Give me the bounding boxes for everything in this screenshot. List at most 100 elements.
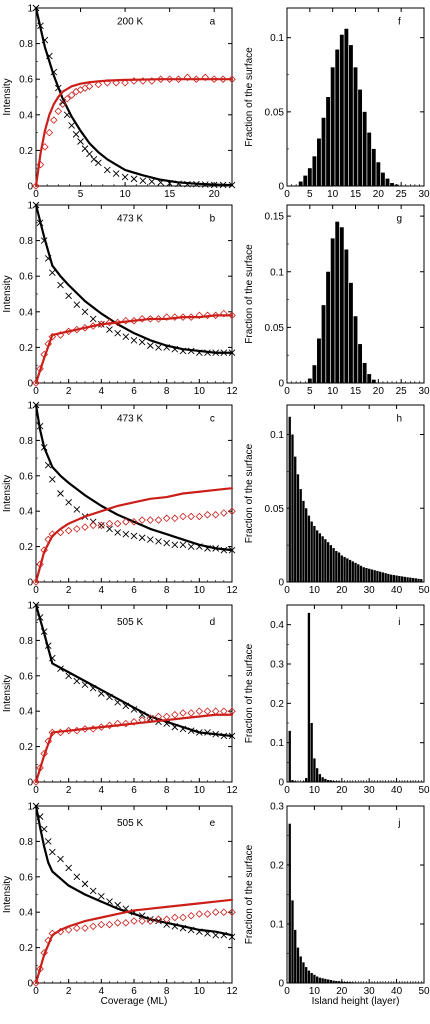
histogram-bar (348, 982, 352, 983)
histogram-bar (339, 227, 344, 383)
x-tick-label: 30 (364, 986, 376, 997)
histogram-bar (288, 416, 291, 582)
histogram-bar (326, 542, 330, 582)
data-point-diamond (32, 979, 40, 987)
x-tick-label: 0 (284, 189, 290, 200)
data-point-x (106, 326, 113, 333)
data-point-x (130, 175, 138, 183)
x-tick-label: 50 (418, 585, 430, 596)
x-tick-label: 4 (99, 386, 105, 397)
histogram-bar (291, 434, 294, 582)
y-axis-label: Intensity (2, 475, 13, 512)
x-tick-label: 10 (309, 986, 321, 997)
data-point-x (130, 336, 138, 344)
data-point-x (57, 490, 64, 497)
x-tick-label: 20 (336, 986, 348, 997)
x-tick-label: 0 (284, 386, 290, 397)
y-tick-label: 0.4 (19, 110, 33, 121)
data-point-diamond (138, 315, 146, 323)
data-point-x (171, 541, 179, 549)
histogram-bar (324, 978, 327, 983)
histogram-bar (321, 305, 326, 383)
histogram-bar (313, 758, 316, 782)
histogram-bar (354, 562, 357, 582)
y-tick-label: 0.8 (19, 636, 33, 647)
data-point-diamond (32, 379, 40, 387)
histogram-bar (344, 249, 349, 383)
y-tick-label: 0.6 (19, 75, 33, 86)
data-point-diamond (89, 521, 97, 530)
histogram-bar (298, 181, 303, 186)
x-axis-label: Island height (layer) (312, 996, 400, 1007)
x-tick-label: 2 (66, 785, 72, 796)
histogram-bar (340, 781, 343, 783)
y-tick-label: 0.05 (265, 107, 285, 118)
y-tick-label: 0.6 (19, 872, 33, 883)
y-tick-label: 0 (278, 182, 284, 193)
series-red-fit (34, 78, 234, 188)
x-tick-label: 30 (364, 785, 376, 796)
data-point-diamond (201, 73, 210, 82)
panel-label: g (397, 213, 403, 224)
histogram-bar (315, 976, 319, 983)
x-tick-label: 40 (391, 585, 403, 596)
data-point-diamond (220, 309, 228, 318)
y-tick-label: 0.1 (270, 920, 284, 931)
panel-i: 0 10 20 30 40 50 0 0.1 0.2 0.3 0.4 Fraction of the … (244, 604, 430, 796)
y-tick-label: 1 (27, 802, 33, 813)
data-point-diamond (203, 510, 212, 519)
panel-label: d (210, 617, 216, 628)
data-point-x (65, 499, 72, 506)
histogram-bar (380, 172, 385, 186)
histogram-bar (324, 778, 327, 782)
histogram-bar (371, 379, 376, 383)
y-axis-label: Fraction of the surface (244, 443, 255, 543)
histogram-bar (299, 956, 302, 983)
data-point-diamond (113, 719, 122, 728)
panel-label: f (398, 16, 401, 27)
data-point-diamond (183, 73, 192, 82)
histogram-bar (315, 768, 319, 782)
histogram-bar (359, 565, 363, 582)
data-point-diamond (81, 523, 89, 531)
x-tick-label: 0 (33, 986, 39, 997)
x-tick-label: 0 (33, 585, 39, 596)
x-tick-label: 2 (66, 585, 72, 596)
data-point-diamond (154, 915, 163, 924)
data-point-diamond (171, 710, 179, 719)
histogram-bar (414, 578, 417, 582)
data-point-x (73, 301, 81, 308)
y-axis-label: Intensity (2, 78, 13, 115)
panel-j: 0 10 20 30 40 50 0 0.1 0.2 0.3 Fraction of the sur… (244, 802, 430, 1008)
temperature-label: 473 K (117, 213, 143, 224)
histogram-bar (332, 548, 335, 582)
series-red-data (32, 908, 236, 987)
y-tick-label: 0.1 (270, 430, 284, 441)
data-point-x (187, 543, 195, 550)
data-point-x (147, 342, 154, 349)
x-tick-label: 10 (194, 386, 206, 397)
histogram-bar (335, 49, 340, 187)
histogram-bar (406, 577, 409, 582)
y-tick-label: 0 (278, 379, 284, 390)
histogram-bar (321, 777, 324, 782)
data-point-x (77, 138, 84, 145)
y-tick-label: 0 (27, 379, 33, 390)
y-tick-label: 0.4 (19, 908, 33, 919)
data-point-diamond (48, 332, 57, 341)
axes-frame-e (35, 805, 233, 984)
data-point-x (72, 131, 80, 138)
data-point-diamond (130, 718, 138, 726)
data-point-x (89, 315, 97, 323)
x-tick-label: 5 (307, 386, 313, 397)
data-point-diamond (73, 525, 81, 533)
x-tick-label: 40 (391, 785, 403, 796)
y-tick-label: 0.2 (19, 146, 33, 157)
histogram-bar (329, 780, 333, 782)
axes-frame-c (35, 404, 233, 583)
x-tick-label: 20 (209, 189, 221, 200)
data-point-diamond (97, 521, 106, 530)
histogram-bar (312, 156, 317, 186)
histogram-bar (398, 575, 401, 582)
data-point-diamond (138, 917, 146, 925)
